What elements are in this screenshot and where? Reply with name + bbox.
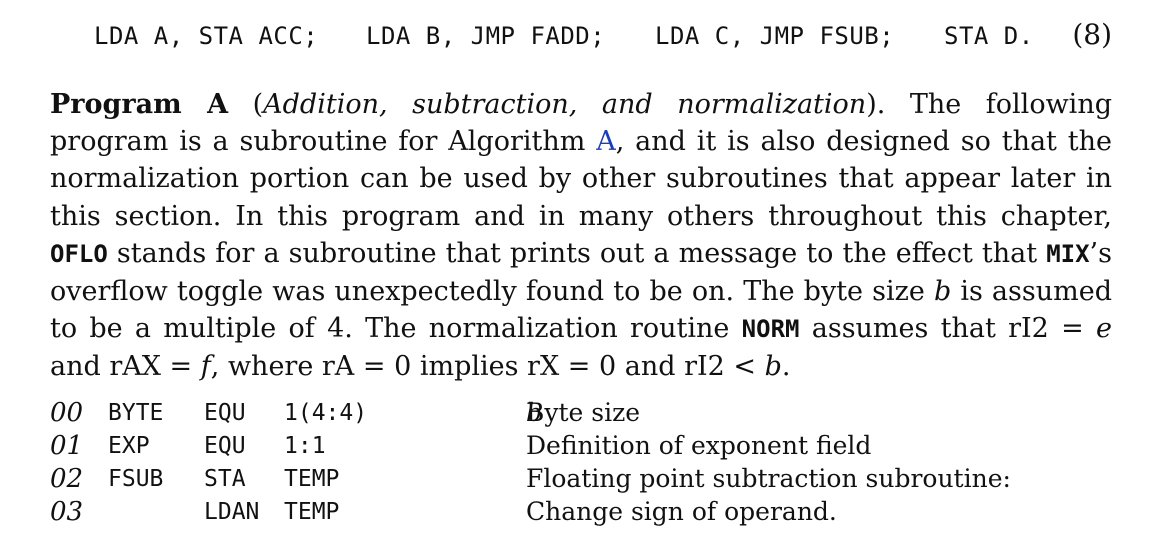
text-run: stands for a subroutine that prints out …	[107, 237, 1047, 269]
comment: Change sign of operand.	[526, 497, 837, 526]
listing-row: 02 FSUB STA TEMP Floating point subtract…	[50, 464, 1112, 497]
math-var-b: b	[764, 351, 782, 383]
equation-segment-3: LDA C, JMP FSUB;	[655, 22, 895, 50]
math-var-f: f	[200, 351, 211, 383]
code-mix: MIX	[1046, 239, 1090, 268]
comment-text: Byte size	[526, 398, 649, 427]
opcode: EQU	[204, 433, 246, 459]
text-run: ’s overflow toggle was unexpectedly foun…	[50, 237, 1112, 308]
comment: Definition of exponent field	[526, 431, 872, 460]
math-var-e: e	[1096, 313, 1112, 345]
text-run: , and it is also designed so that the no…	[50, 126, 1112, 232]
equation-line: LDA A, STA ACC; LDA B, JMP FADD; LDA C, …	[0, 18, 1152, 58]
address-field: 1:1	[284, 433, 326, 459]
listing-row: 03 LDAN TEMP Change sign of operand.	[50, 497, 1112, 530]
equation-number: (8)	[1072, 18, 1112, 51]
location-label: BYTE	[108, 400, 164, 426]
program-description-paragraph: Program A (Addition, subtraction, and no…	[50, 86, 1112, 386]
listing-row: 01 EXP EQU 1:1 Definition of exponent fi…	[50, 431, 1112, 464]
program-heading-italic: Addition, subtraction, and normalization	[263, 89, 867, 120]
text-run: assumes that rI2 =	[799, 313, 1097, 345]
listing-row: 00 BYTE EQU 1(4:4) Byte size b	[50, 398, 1112, 431]
address-field: TEMP	[284, 466, 340, 492]
address-field: TEMP	[284, 499, 340, 525]
code-listing: 00 BYTE EQU 1(4:4) Byte size b 01 EXP EQ…	[50, 398, 1112, 530]
text-run: and rAX =	[50, 351, 201, 383]
location-label: FSUB	[108, 466, 164, 492]
line-number: 00	[50, 398, 84, 428]
comment: Byte size b	[526, 398, 640, 427]
location-label: EXP	[108, 433, 150, 459]
comment: Floating point subtraction subroutine:	[526, 464, 1011, 493]
line-number: 02	[50, 464, 84, 494]
comment-var: b	[526, 398, 543, 427]
text-run: .	[781, 351, 791, 383]
math-var-b: b	[933, 276, 952, 308]
address-field: 1(4:4)	[284, 400, 368, 426]
equation-segment-1: LDA A, STA ACC;	[94, 22, 319, 50]
program-heading: Program A	[50, 89, 229, 120]
equation-segment-2: LDA B, JMP FADD;	[366, 22, 606, 50]
code-norm: NORM	[741, 315, 800, 344]
algorithm-link[interactable]: A	[596, 126, 616, 158]
equation-segment-4: STA D.	[944, 22, 1034, 50]
line-number: 01	[50, 431, 84, 461]
paren-open: (	[252, 89, 264, 120]
text-run: is assumed to be a multiple of 4. The no…	[50, 276, 1112, 345]
opcode: EQU	[204, 400, 246, 426]
text-run: The following program is a subroutine fo…	[50, 89, 1112, 158]
code-oflo: OFLO	[50, 239, 108, 268]
paren-close: ).	[866, 89, 886, 120]
opcode: LDAN	[204, 499, 260, 525]
opcode: STA	[204, 466, 246, 492]
line-number: 03	[50, 497, 84, 527]
text-run: , where rA = 0 implies rX = 0 and rI2 <	[210, 351, 765, 383]
